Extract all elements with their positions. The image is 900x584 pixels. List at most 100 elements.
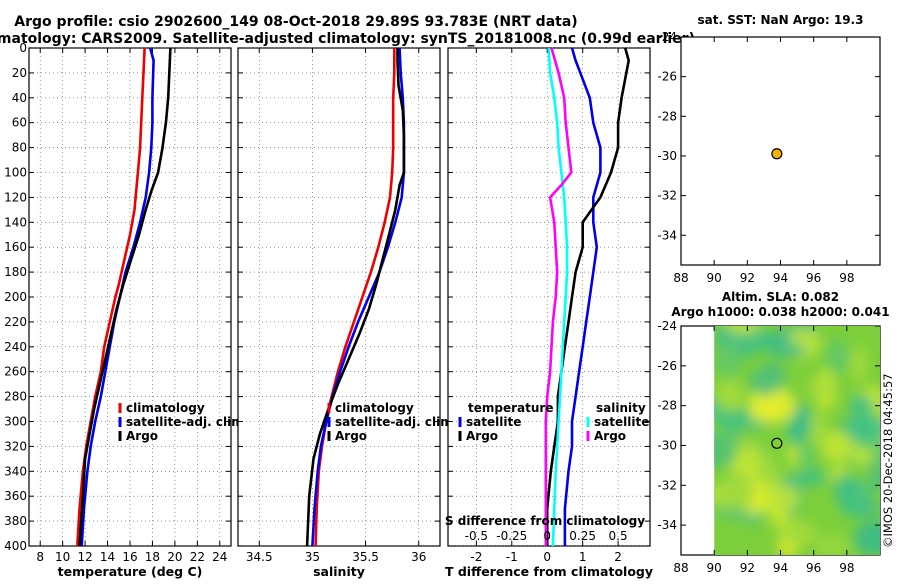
sla-field-blob	[806, 379, 834, 396]
depth-tick-label: 300	[4, 415, 27, 429]
differences-salinity-legend-label: satellite	[594, 415, 649, 429]
differences-temperature-legend-label: satellite	[466, 415, 521, 429]
salinity-legend-label: Argo	[335, 429, 367, 443]
sla-field-blob	[820, 431, 854, 463]
temperature-xtick-label: 14	[100, 550, 115, 564]
sla-field-blob	[795, 469, 828, 486]
depth-tick-label: 340	[4, 464, 27, 478]
sla-map-ytick-label: -34	[657, 518, 677, 532]
differences-line-s-argo	[544, 47, 573, 546]
sla-map-ytick-label: -28	[657, 399, 677, 413]
temperature-xtick-label: 8	[36, 550, 44, 564]
salinity-xtick-label: 35.5	[352, 550, 379, 564]
sla-field	[714, 326, 881, 555]
sla-field-blob	[786, 415, 804, 447]
figure-title-line1: Argo profile: csio 2902600_149 08-Oct-20…	[14, 14, 577, 30]
temperature-xtick-label: 24	[212, 550, 227, 564]
sla-field-blob	[756, 451, 775, 483]
differences-legend-salinity-title: salinity	[596, 401, 646, 415]
differences-xlabel: T difference from climatology	[445, 564, 653, 579]
temperature-xtick-label: 16	[122, 550, 137, 564]
salinity-line-argo	[305, 48, 406, 547]
sst-map-xtick-label: 98	[839, 271, 854, 285]
temperature-panel: 8 10 12 14 16 18 20 22 2402040608010012014016018…	[4, 41, 248, 579]
sla-map-ytick-label: -32	[657, 478, 677, 492]
sla-map-title-line2: Argo h1000: 0.038 h2000: 0.041	[671, 305, 889, 319]
sla-field-blob	[718, 471, 754, 513]
sst-map-ytick-label: -24	[657, 30, 677, 44]
sla-map-argo-location-point	[771, 437, 783, 449]
depth-tick-label: 160	[4, 240, 27, 254]
sla-field-texture	[714, 326, 881, 555]
sst-map-xtick-label: 90	[707, 271, 722, 285]
sla-field-blob	[851, 345, 868, 384]
differences-xtick-label: -2	[470, 550, 482, 564]
depth-tick-label: 140	[4, 215, 27, 229]
depth-tick-label: 180	[4, 265, 27, 279]
sla-map-title-line1: Altim. SLA: 0.082	[722, 290, 839, 304]
depth-tick-label: 100	[4, 166, 27, 180]
depth-tick-label: 220	[4, 315, 27, 329]
sst-map-ytick-label: -30	[657, 149, 677, 163]
sla-map-ytick-label: -30	[657, 438, 677, 452]
sst-map-ytick-label: -32	[657, 189, 677, 203]
sst-map-ytick-label: -34	[657, 228, 677, 242]
sst-map-argo-location-point	[771, 148, 783, 160]
sla-field-blob	[748, 387, 797, 424]
depth-tick-label: 120	[4, 190, 27, 204]
differences-panel: -2 -1 0 1 2 S difference from climatology-0.5…	[445, 47, 653, 579]
depth-tick-label: 380	[4, 514, 27, 528]
depth-tick-label: 240	[4, 340, 27, 354]
salinity-xtick-label: 34.5	[246, 550, 273, 564]
sla-map-ytick-label: -26	[657, 359, 677, 373]
depth-tick-label: 260	[4, 365, 27, 379]
differences-line-t-satellite	[563, 47, 602, 546]
salinity-legend-label: satellite-adj. clim.	[335, 415, 457, 429]
differences-legend-temperature-title: temperature	[468, 401, 553, 415]
sst-map-title: sat. SST: NaN Argo: 19.3	[698, 13, 864, 27]
figure-title-line2: Climatology: CARS2009. Satellite-adjuste…	[0, 31, 695, 47]
sla-field-blob	[845, 415, 881, 443]
sla-field-blob	[714, 338, 743, 379]
differences-xtick-label: 1	[579, 550, 587, 564]
depth-tick-label: 280	[4, 390, 27, 404]
sla-map-xtick-label: 88	[673, 561, 688, 575]
temperature-line-argo	[78, 47, 172, 547]
depth-tick-label: 40	[12, 91, 27, 105]
sla-field-blob	[778, 520, 816, 547]
sla-field-blob	[796, 443, 817, 469]
sla-field-blob	[719, 406, 744, 432]
differences-salinity-legend-label: Argo	[594, 429, 626, 443]
sla-field-blob	[852, 520, 881, 555]
depth-tick-label: 80	[12, 141, 27, 155]
sst-map-ytick-label: -28	[657, 109, 677, 123]
differences-xtick-label: -1	[506, 550, 518, 564]
sst-map-xtick-label: 88	[673, 271, 688, 285]
sst-map-panel: 88 90 92 94 96 98 -34 -32 -30 -28 -26 -24 sat. SST: …	[657, 13, 881, 285]
sla-field-blob	[758, 483, 800, 512]
sla-field-blob	[853, 446, 872, 466]
depth-tick-label: 400	[4, 539, 27, 553]
differences-s-tick-label: 0.25	[569, 529, 596, 543]
salinity-xtick-label: 35	[305, 550, 320, 564]
sla-map-xtick-label: 94	[773, 561, 788, 575]
differences-s-tick-label: 0	[543, 529, 551, 543]
sst-map-xtick-label: 94	[773, 271, 788, 285]
salinity-xlabel: salinity	[313, 564, 365, 579]
sla-field-blob	[717, 428, 747, 443]
temperature-xtick-label: 10	[55, 550, 70, 564]
depth-tick-label: 320	[4, 439, 27, 453]
sla-field-blob	[849, 394, 874, 416]
temperature-xtick-label: 22	[190, 550, 205, 564]
salinity-xtick-label: 36	[411, 550, 426, 564]
sla-field-blob	[788, 328, 820, 348]
temperature-xtick-label: 20	[167, 550, 182, 564]
sla-field-blob	[749, 366, 782, 397]
sla-field-blob	[768, 504, 791, 528]
sst-map-ytick-label: -26	[657, 70, 677, 84]
sla-field-blob	[813, 534, 850, 555]
differences-temperature-legend-label: Argo	[466, 429, 498, 443]
